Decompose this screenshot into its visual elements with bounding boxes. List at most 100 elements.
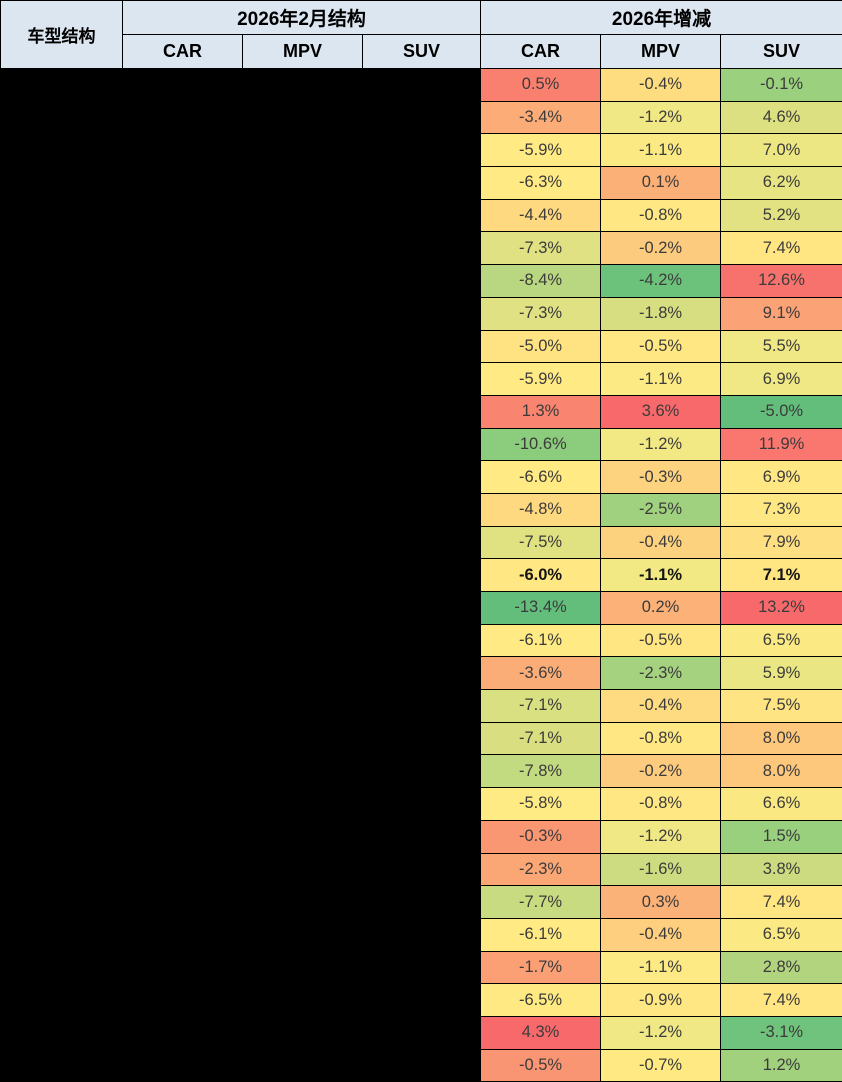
- value-cell: 5.2%: [721, 199, 842, 232]
- header-columns-row: CAR MPV SUV CAR MPV SUV: [1, 35, 842, 69]
- value-cell: 1.5%: [721, 820, 842, 853]
- table-row: -4.4%-0.8%5.2%: [1, 199, 842, 232]
- redacted-region: [1, 984, 481, 1017]
- table-row: -4.8%-2.5%7.3%: [1, 493, 842, 526]
- value-cell: -0.2%: [601, 755, 721, 788]
- value-cell: -7.1%: [481, 722, 601, 755]
- redacted-region: [1, 755, 481, 788]
- value-cell: -1.1%: [601, 134, 721, 167]
- redacted-region: [1, 951, 481, 984]
- value-cell: 12.6%: [721, 265, 842, 298]
- value-cell: 11.9%: [721, 428, 842, 461]
- col-header-change-mpv: MPV: [601, 35, 721, 69]
- redacted-region: [1, 592, 481, 625]
- redacted-region: [1, 199, 481, 232]
- col-header-change-car: CAR: [481, 35, 601, 69]
- value-cell: 2.8%: [721, 951, 842, 984]
- value-cell: -1.6%: [601, 853, 721, 886]
- value-cell: 9.1%: [721, 297, 842, 330]
- table-row: -3.6%-2.3%5.9%: [1, 657, 842, 690]
- value-cell: 4.3%: [481, 1016, 601, 1049]
- value-cell: 6.9%: [721, 461, 842, 494]
- table-header: 车型结构 2026年2月结构 2026年增减 CAR MPV SUV CAR M…: [1, 1, 842, 69]
- redacted-region: [1, 297, 481, 330]
- table-row: 1.3%3.6%-5.0%: [1, 395, 842, 428]
- value-cell: -7.8%: [481, 755, 601, 788]
- table-row: -13.4%0.2%13.2%: [1, 592, 842, 625]
- value-cell: -1.8%: [601, 297, 721, 330]
- value-cell: -0.9%: [601, 984, 721, 1017]
- value-cell: -7.7%: [481, 886, 601, 919]
- redacted-region: [1, 853, 481, 886]
- value-cell: 7.0%: [721, 134, 842, 167]
- value-cell: -5.0%: [481, 330, 601, 363]
- value-cell: -1.1%: [601, 559, 721, 592]
- redacted-region: [1, 690, 481, 723]
- value-cell: -6.1%: [481, 918, 601, 951]
- value-cell: -6.3%: [481, 167, 601, 200]
- value-cell: -7.3%: [481, 232, 601, 265]
- value-cell: -1.2%: [601, 820, 721, 853]
- redacted-region: [1, 526, 481, 559]
- value-cell: 4.6%: [721, 101, 842, 134]
- redacted-region: [1, 461, 481, 494]
- table-row: -5.9%-1.1%6.9%: [1, 363, 842, 396]
- value-cell: -7.3%: [481, 297, 601, 330]
- value-cell: -4.4%: [481, 199, 601, 232]
- table-row: -7.1%-0.4%7.5%: [1, 690, 842, 723]
- redacted-region: [1, 232, 481, 265]
- value-cell: 7.5%: [721, 690, 842, 723]
- value-cell: -10.6%: [481, 428, 601, 461]
- table-row: -6.6%-0.3%6.9%: [1, 461, 842, 494]
- value-cell: -6.0%: [481, 559, 601, 592]
- value-cell: -0.2%: [601, 232, 721, 265]
- value-cell: -5.9%: [481, 363, 601, 396]
- value-cell: 6.2%: [721, 167, 842, 200]
- value-cell: -13.4%: [481, 592, 601, 625]
- value-cell: 7.3%: [721, 493, 842, 526]
- redacted-region: [1, 428, 481, 461]
- value-cell: -0.4%: [601, 526, 721, 559]
- value-cell: -2.3%: [601, 657, 721, 690]
- value-cell: 0.1%: [601, 167, 721, 200]
- col-header-structure-car: CAR: [123, 35, 243, 69]
- table-row: -6.0%-1.1%7.1%: [1, 559, 842, 592]
- table-row: -0.3%-1.2%1.5%: [1, 820, 842, 853]
- group-header-yearly-change: 2026年增减: [481, 1, 842, 35]
- value-cell: -2.5%: [601, 493, 721, 526]
- value-cell: -4.8%: [481, 493, 601, 526]
- value-cell: -1.1%: [601, 951, 721, 984]
- value-cell: 3.6%: [601, 395, 721, 428]
- table-row: -10.6%-1.2%11.9%: [1, 428, 842, 461]
- redacted-region: [1, 886, 481, 919]
- redacted-region: [1, 820, 481, 853]
- value-cell: 7.4%: [721, 886, 842, 919]
- value-cell: -1.2%: [601, 1016, 721, 1049]
- table-row: -6.1%-0.5%6.5%: [1, 624, 842, 657]
- value-cell: -7.5%: [481, 526, 601, 559]
- value-cell: -1.2%: [601, 428, 721, 461]
- redacted-region: [1, 395, 481, 428]
- redacted-region: [1, 363, 481, 396]
- value-cell: 7.9%: [721, 526, 842, 559]
- value-cell: 8.0%: [721, 722, 842, 755]
- value-cell: 7.4%: [721, 984, 842, 1017]
- redacted-region: [1, 624, 481, 657]
- col-header-structure-mpv: MPV: [243, 35, 363, 69]
- redacted-region: [1, 657, 481, 690]
- table-row: -5.0%-0.5%5.5%: [1, 330, 842, 363]
- value-cell: -0.4%: [601, 69, 721, 102]
- col-header-structure-suv: SUV: [363, 35, 481, 69]
- value-cell: -1.1%: [601, 363, 721, 396]
- value-cell: 1.2%: [721, 1049, 842, 1082]
- redacted-region: [1, 1016, 481, 1049]
- redacted-region: [1, 167, 481, 200]
- value-cell: 0.2%: [601, 592, 721, 625]
- table-row: 4.3%-1.2%-3.1%: [1, 1016, 842, 1049]
- value-cell: 6.5%: [721, 624, 842, 657]
- value-cell: 6.5%: [721, 918, 842, 951]
- redacted-region: [1, 330, 481, 363]
- value-cell: 1.3%: [481, 395, 601, 428]
- value-cell: -0.5%: [481, 1049, 601, 1082]
- value-cell: -0.5%: [601, 624, 721, 657]
